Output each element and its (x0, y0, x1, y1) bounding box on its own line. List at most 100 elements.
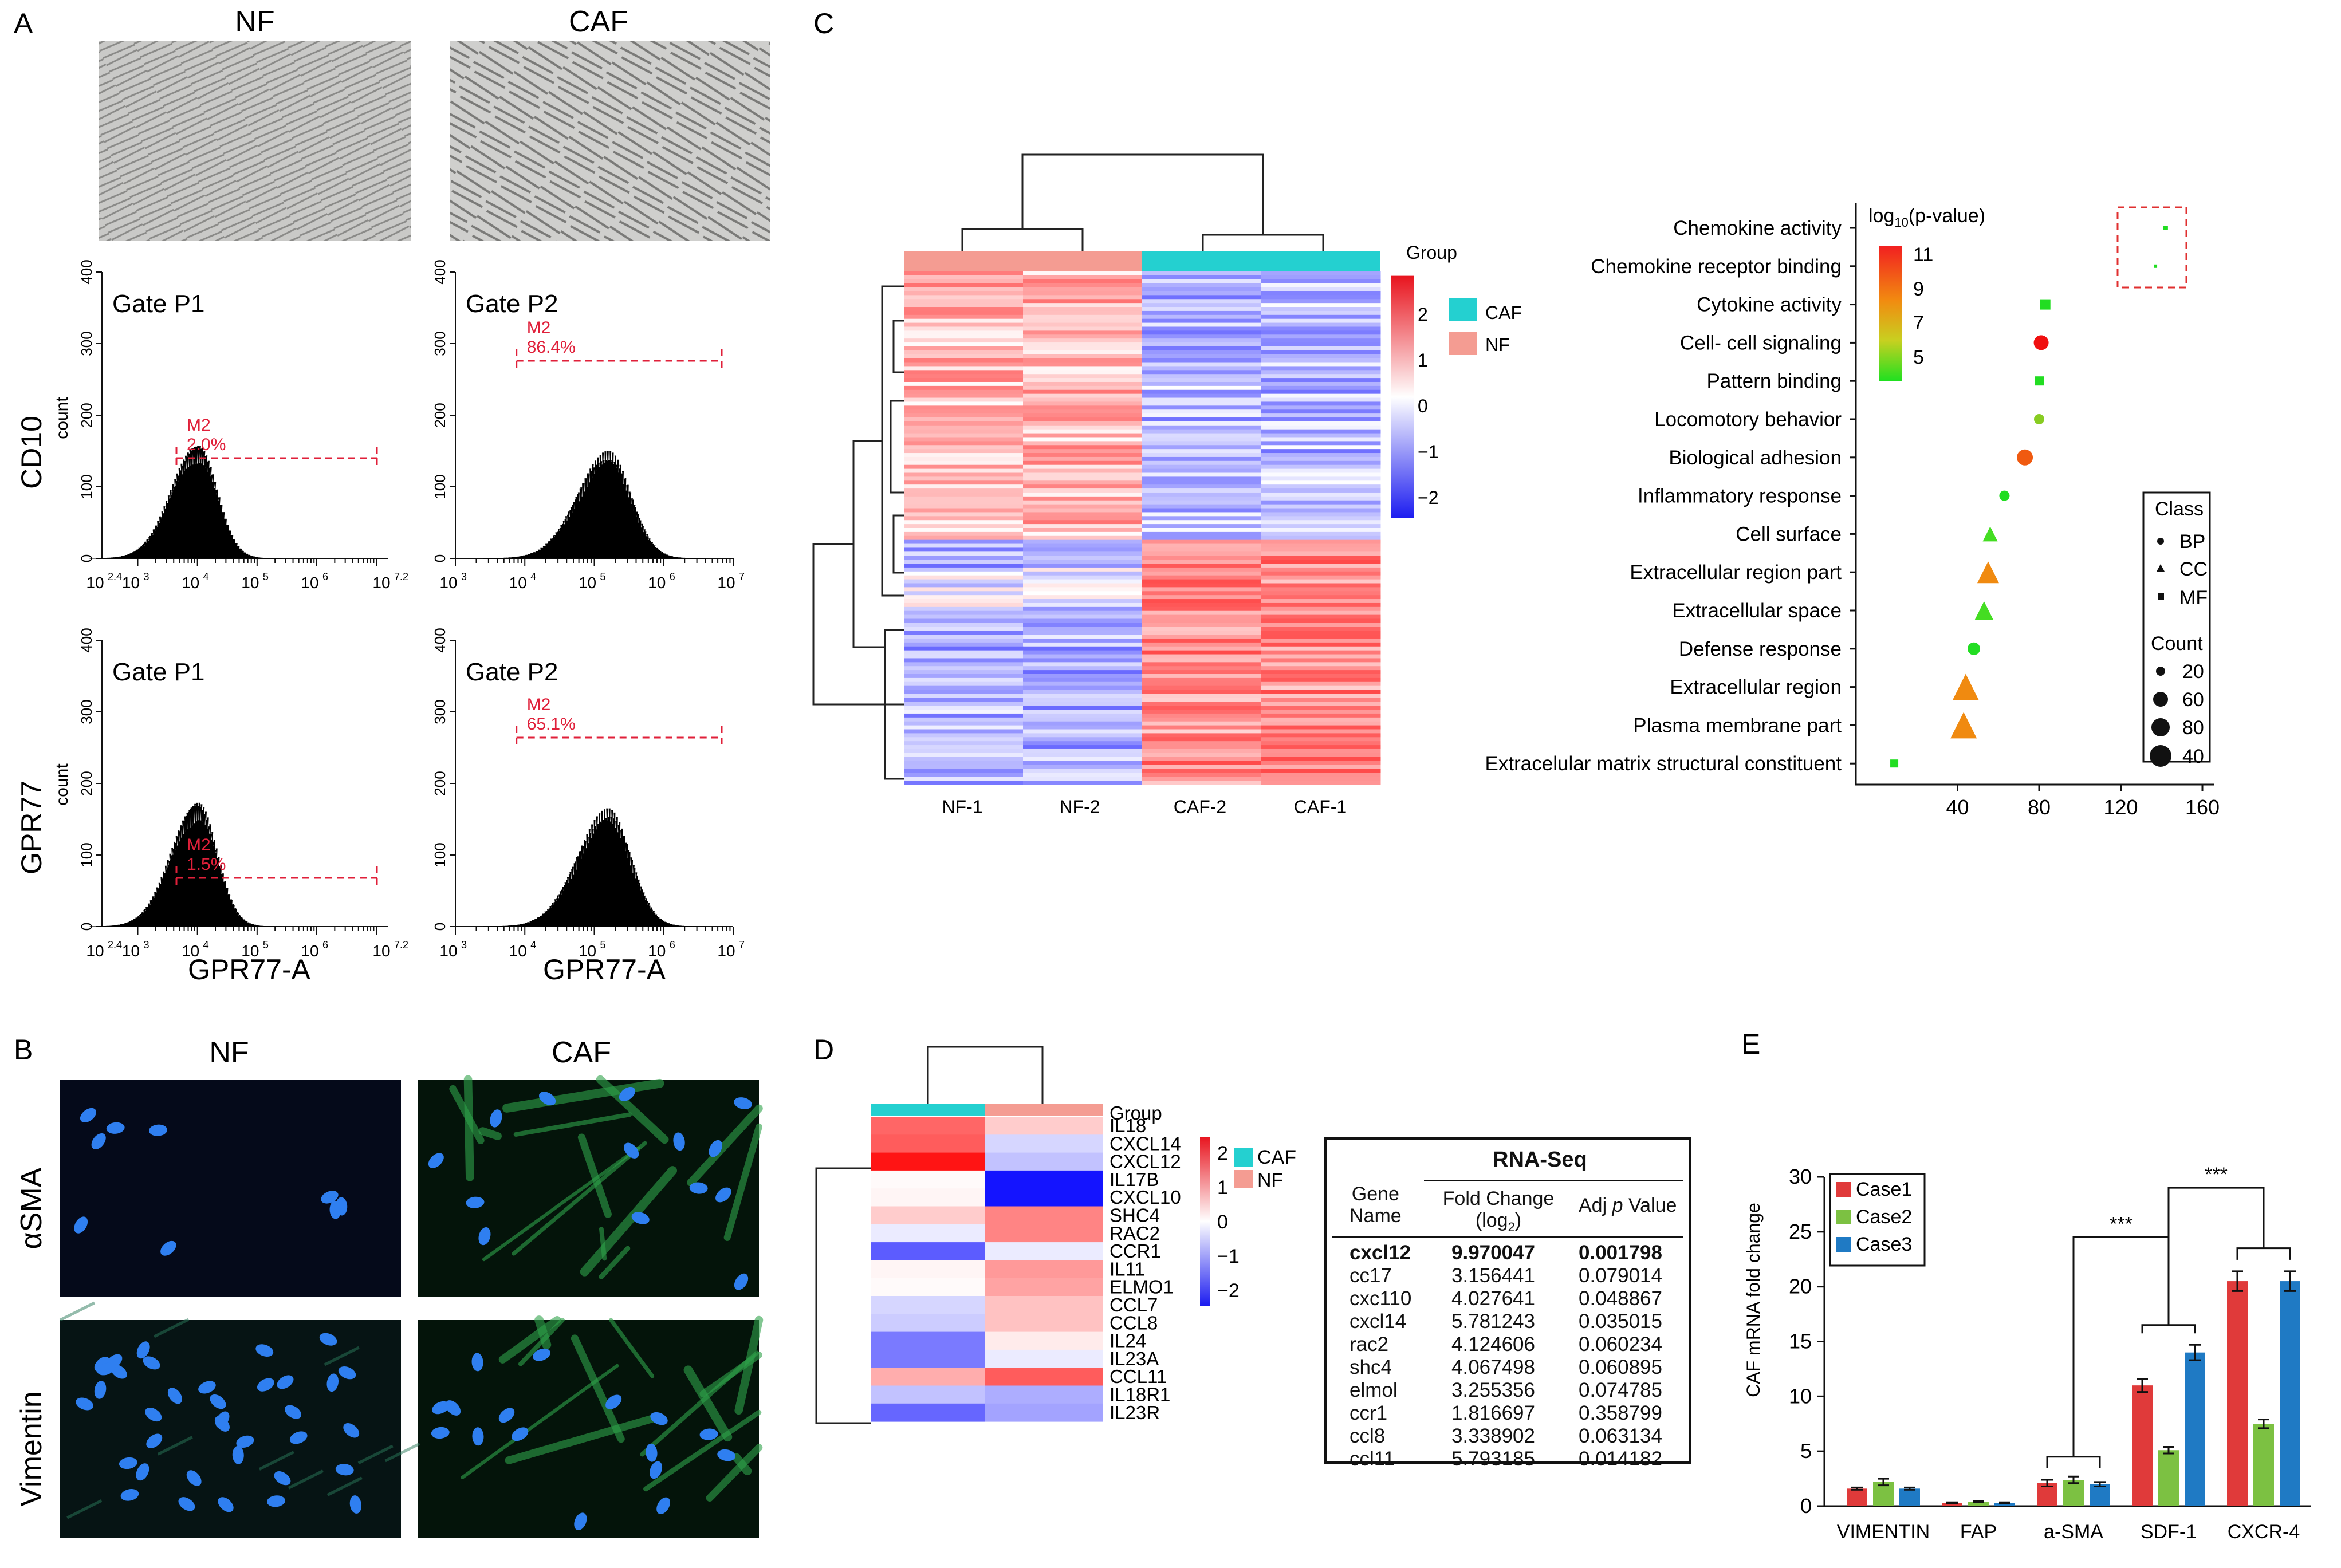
heatmap-col-nf-1: NF-1 (942, 797, 982, 817)
go-term-label: Inflammatory response (1638, 485, 1842, 507)
heatmap-cell (904, 583, 1024, 588)
heatmap-cell (1142, 567, 1262, 572)
heatmap-cell (1023, 674, 1143, 679)
gate-marker (516, 726, 723, 749)
heatmap-d-cell (985, 1117, 1103, 1135)
x-tick-label: 10 (509, 574, 527, 592)
heatmap-cell (904, 437, 1024, 442)
heatmap-cell (1261, 433, 1381, 438)
panel-a-col-caf: CAF (569, 5, 628, 38)
heatmap-cell (1142, 694, 1262, 698)
heatmap-cell (904, 706, 1024, 710)
highlight-box (2116, 206, 2187, 289)
gene-label: IL18R1 (1109, 1384, 1170, 1405)
heatmap-c-col-labels: NF-1 NF-2 CAF-2 CAF-1 (942, 797, 1347, 817)
gene-label: RAC2 (1109, 1223, 1160, 1244)
x-tick-exponent: 3 (144, 571, 149, 582)
heatmap-cell (1142, 429, 1262, 434)
table-cell-fc: 4.027641 (1451, 1287, 1535, 1310)
nucleus (321, 1191, 339, 1204)
heatmap-d-cell (985, 1331, 1103, 1350)
table-row: ccl8 3.338902 0.063134 (1349, 1425, 1682, 1448)
nucleus (538, 1092, 556, 1106)
heatmap-cell (1023, 745, 1143, 750)
heatmap-cell (1261, 381, 1381, 387)
heatmap-cell (1261, 389, 1381, 395)
heatmap-cell (1023, 346, 1143, 351)
heatmap-cell (1023, 599, 1143, 604)
heatmap-cell (1142, 322, 1262, 327)
heatmap-cell (1023, 441, 1143, 446)
heatmap-cell (1142, 528, 1262, 533)
gate-marker (175, 447, 378, 470)
heatmap-cell (904, 614, 1024, 619)
heatmap-cell (1261, 460, 1381, 466)
heatmap-cell (1023, 729, 1143, 734)
nucleus (80, 1108, 96, 1123)
heatmap-cell (904, 520, 1024, 525)
heatmap-cell (1142, 488, 1262, 493)
heatmap-cell (1023, 677, 1143, 683)
x-tick-exponent: 5 (263, 939, 269, 951)
nucleus (734, 1273, 749, 1290)
table-cell-gene: cxc110 (1349, 1287, 1412, 1310)
heatmap-d-cell (985, 1385, 1103, 1404)
vimentin-fiber (324, 1346, 360, 1366)
heatmap-cell (1142, 283, 1262, 287)
heatmap-cell (1142, 539, 1262, 544)
table-header-rule (1424, 1180, 1683, 1181)
heatmap-cell (1023, 725, 1143, 730)
heatmap-cell (1142, 674, 1262, 679)
go-term-label: Cytokine activity (1697, 294, 1842, 316)
histogram-bars (89, 802, 282, 927)
heatmap-d-cell (985, 1152, 1103, 1171)
heatmap-cell (1023, 670, 1143, 675)
nucleus (574, 1512, 587, 1530)
chart-e-y-tick-label: 30 (1789, 1165, 1812, 1188)
heatmap-cell (904, 765, 1024, 769)
heatmap-cell (904, 378, 1024, 383)
heatmap-cell (1142, 741, 1262, 746)
error-bar (2041, 1479, 2053, 1487)
heatmap-cell (1023, 567, 1143, 572)
heatmap-cell (1142, 366, 1262, 371)
actin-fiber (482, 1146, 640, 1262)
heatmap-cell (1261, 631, 1381, 635)
y-axis-label-count-2: count (53, 763, 72, 806)
go-term-label: Cell surface (1736, 523, 1842, 545)
nucleus (631, 1212, 650, 1224)
heatmap-cell (1261, 374, 1381, 379)
heatmap-cell (1142, 765, 1262, 769)
nucleus (478, 1227, 491, 1246)
heatmap-cell (904, 748, 1024, 754)
error-bar (2284, 1270, 2296, 1292)
nucleus (466, 1196, 485, 1208)
x-tick-label: 10 (122, 942, 140, 960)
heatmap-cell (1261, 287, 1381, 291)
heatmap-cell (1261, 504, 1381, 509)
heatmap-cell (1142, 508, 1262, 513)
panel-a-col-nf: NF (235, 5, 274, 38)
heatmap-cell (1142, 330, 1262, 335)
heatmap-cell (1142, 472, 1262, 477)
heatmap-cell (904, 275, 1024, 280)
heatmap-cell (904, 464, 1024, 470)
heatmap-cell (1261, 602, 1381, 608)
x-tick-exponent: 6 (670, 571, 675, 582)
heatmap-cell (1023, 350, 1143, 355)
x-tick-label: 10 (182, 942, 199, 960)
heatmap-cell (1023, 342, 1143, 347)
heatmap-cell (1023, 299, 1143, 304)
actin-fiber (687, 1104, 763, 1187)
error-bar (1878, 1478, 1889, 1487)
heatmap-cell (1142, 713, 1262, 718)
heatmap-cell (1023, 279, 1143, 284)
heatmap-cell (1261, 397, 1381, 402)
x-tick-exponent: 6 (670, 939, 675, 951)
nucleus (289, 1431, 308, 1444)
dot-x-tick-label: 40 (1946, 795, 1969, 819)
heatmap-cell (1261, 650, 1381, 655)
heatmap-cell (1023, 429, 1143, 434)
heatmap-cell (904, 547, 1024, 552)
